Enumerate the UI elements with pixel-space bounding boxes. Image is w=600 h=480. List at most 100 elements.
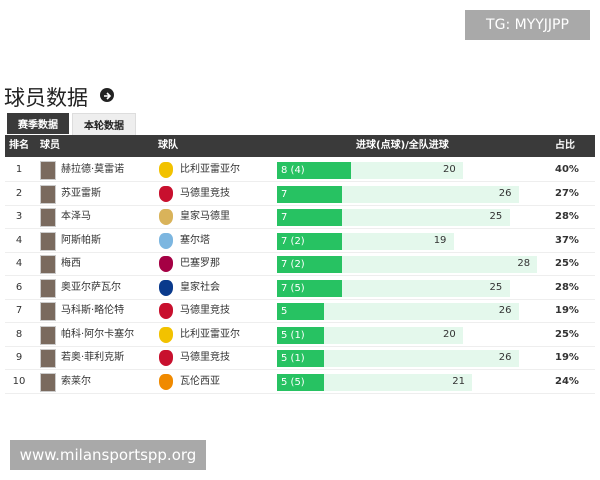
share: 24%: [555, 375, 579, 387]
column-header: 排名: [9, 140, 29, 151]
share: 28%: [555, 281, 579, 293]
column-header: 占比: [555, 140, 575, 151]
player-name: 马科斯·略伦特: [61, 305, 125, 316]
team-goals-bar: [277, 303, 519, 320]
share: 27%: [555, 187, 579, 199]
team-goals-label: 25: [489, 211, 503, 222]
team-goals-label: 26: [498, 305, 512, 316]
goals-bar: [277, 303, 324, 320]
avatar: [40, 302, 56, 321]
avatar: [40, 255, 56, 274]
avatar: [40, 231, 56, 251]
tab[interactable]: 本轮数据: [72, 113, 136, 135]
goals-bar: [277, 209, 343, 226]
team-goals-bar: [277, 350, 519, 367]
rank: 3: [15, 211, 23, 222]
avatar: [40, 208, 56, 227]
rank: 10: [12, 375, 26, 387]
rank: 2: [15, 187, 23, 199]
team-goals-label: 21: [452, 375, 466, 387]
tab[interactable]: 赛季数据: [7, 113, 69, 134]
table-row: [5, 230, 595, 253]
share: 25%: [555, 258, 579, 269]
rank: 7: [15, 305, 23, 316]
player-name: 梅西: [61, 258, 81, 269]
rank: 8: [15, 328, 23, 340]
player-name: 赫拉德·莫雷诺: [61, 164, 125, 175]
page-title: 球员数据: [4, 86, 88, 110]
goals-label: 5: [281, 306, 288, 317]
table-row: [5, 300, 595, 323]
goals-bar: [277, 185, 343, 203]
share: 19%: [555, 352, 579, 363]
team-logo: [159, 209, 173, 225]
avatar: [40, 372, 56, 392]
player-name: 本泽马: [61, 211, 91, 222]
goals-label: 5 (1): [281, 353, 305, 364]
team-name: 皇家社会: [180, 281, 220, 293]
team-goals-bar: [277, 326, 463, 344]
team-logo: [159, 162, 173, 178]
table-row: [5, 371, 595, 394]
goals-label: 7: [281, 188, 288, 200]
team-goals-bar: [277, 256, 538, 273]
rank: 1: [15, 164, 23, 175]
team-name: 马德里竞技: [180, 352, 230, 363]
rank: 9: [15, 352, 23, 363]
player-name: 奥亚尔萨瓦尔: [61, 281, 121, 293]
player-name: 帕科·阿尔卡塞尔: [61, 328, 135, 340]
avatar: [40, 349, 56, 368]
table-row: [5, 206, 595, 229]
table-row: [5, 324, 595, 347]
table-row: [5, 159, 595, 182]
team-name: 瓦伦西亚: [180, 375, 220, 387]
share: 37%: [555, 234, 579, 246]
column-header: 进球(点球)/全队进球: [356, 140, 449, 151]
team-name: 马德里竞技: [180, 305, 230, 316]
rank: 6: [15, 281, 23, 293]
team-goals-label: 28: [517, 258, 531, 269]
team-goals-label: 20: [443, 328, 456, 340]
share: 25%: [555, 328, 579, 340]
team-goals-label: 20: [443, 164, 456, 175]
goals-label: 7 (5): [281, 282, 305, 294]
team-logo: [159, 232, 173, 249]
arrow: [104, 92, 112, 100]
team-name: 皇家马德里: [180, 211, 230, 222]
rank: 4: [15, 234, 23, 246]
team-name: 巴塞罗那: [180, 258, 220, 269]
player-name: 苏亚雷斯: [61, 187, 101, 199]
goals-label: 5 (1): [281, 329, 305, 341]
team-name: 比利亚雷亚尔: [180, 328, 240, 340]
team-goals-label: 26: [498, 352, 512, 363]
goals-bar: [277, 162, 352, 179]
avatar: [40, 184, 56, 204]
goals-bar: [277, 326, 324, 344]
team-goals-label: 26: [498, 187, 512, 199]
share: 19%: [555, 305, 579, 316]
avatar: [40, 278, 56, 298]
team-goals-bar: [277, 373, 473, 391]
avatar: [40, 161, 56, 180]
team-name: 马德里竞技: [180, 187, 230, 199]
share: 40%: [555, 164, 579, 175]
goals-bar: [277, 279, 343, 297]
team-goals-label: 25: [489, 281, 503, 293]
goals-label: 8 (4): [281, 165, 305, 176]
team-logo: [159, 350, 173, 366]
team-name: 塞尔塔: [180, 234, 210, 246]
arrow-icon[interactable]: [100, 88, 114, 102]
table-row: [5, 253, 595, 276]
share: 28%: [555, 211, 579, 222]
table-header: [5, 135, 595, 157]
team-goals-label: 19: [433, 234, 447, 246]
player-name: 若奥·菲利克斯: [61, 352, 125, 363]
table-row: [5, 347, 595, 370]
player-name: 阿斯帕斯: [61, 234, 101, 246]
table-row: [5, 277, 595, 300]
goals-bar: [277, 373, 324, 391]
team-logo: [159, 303, 173, 319]
goals-bar: [277, 256, 343, 273]
team-logo: [159, 185, 173, 202]
